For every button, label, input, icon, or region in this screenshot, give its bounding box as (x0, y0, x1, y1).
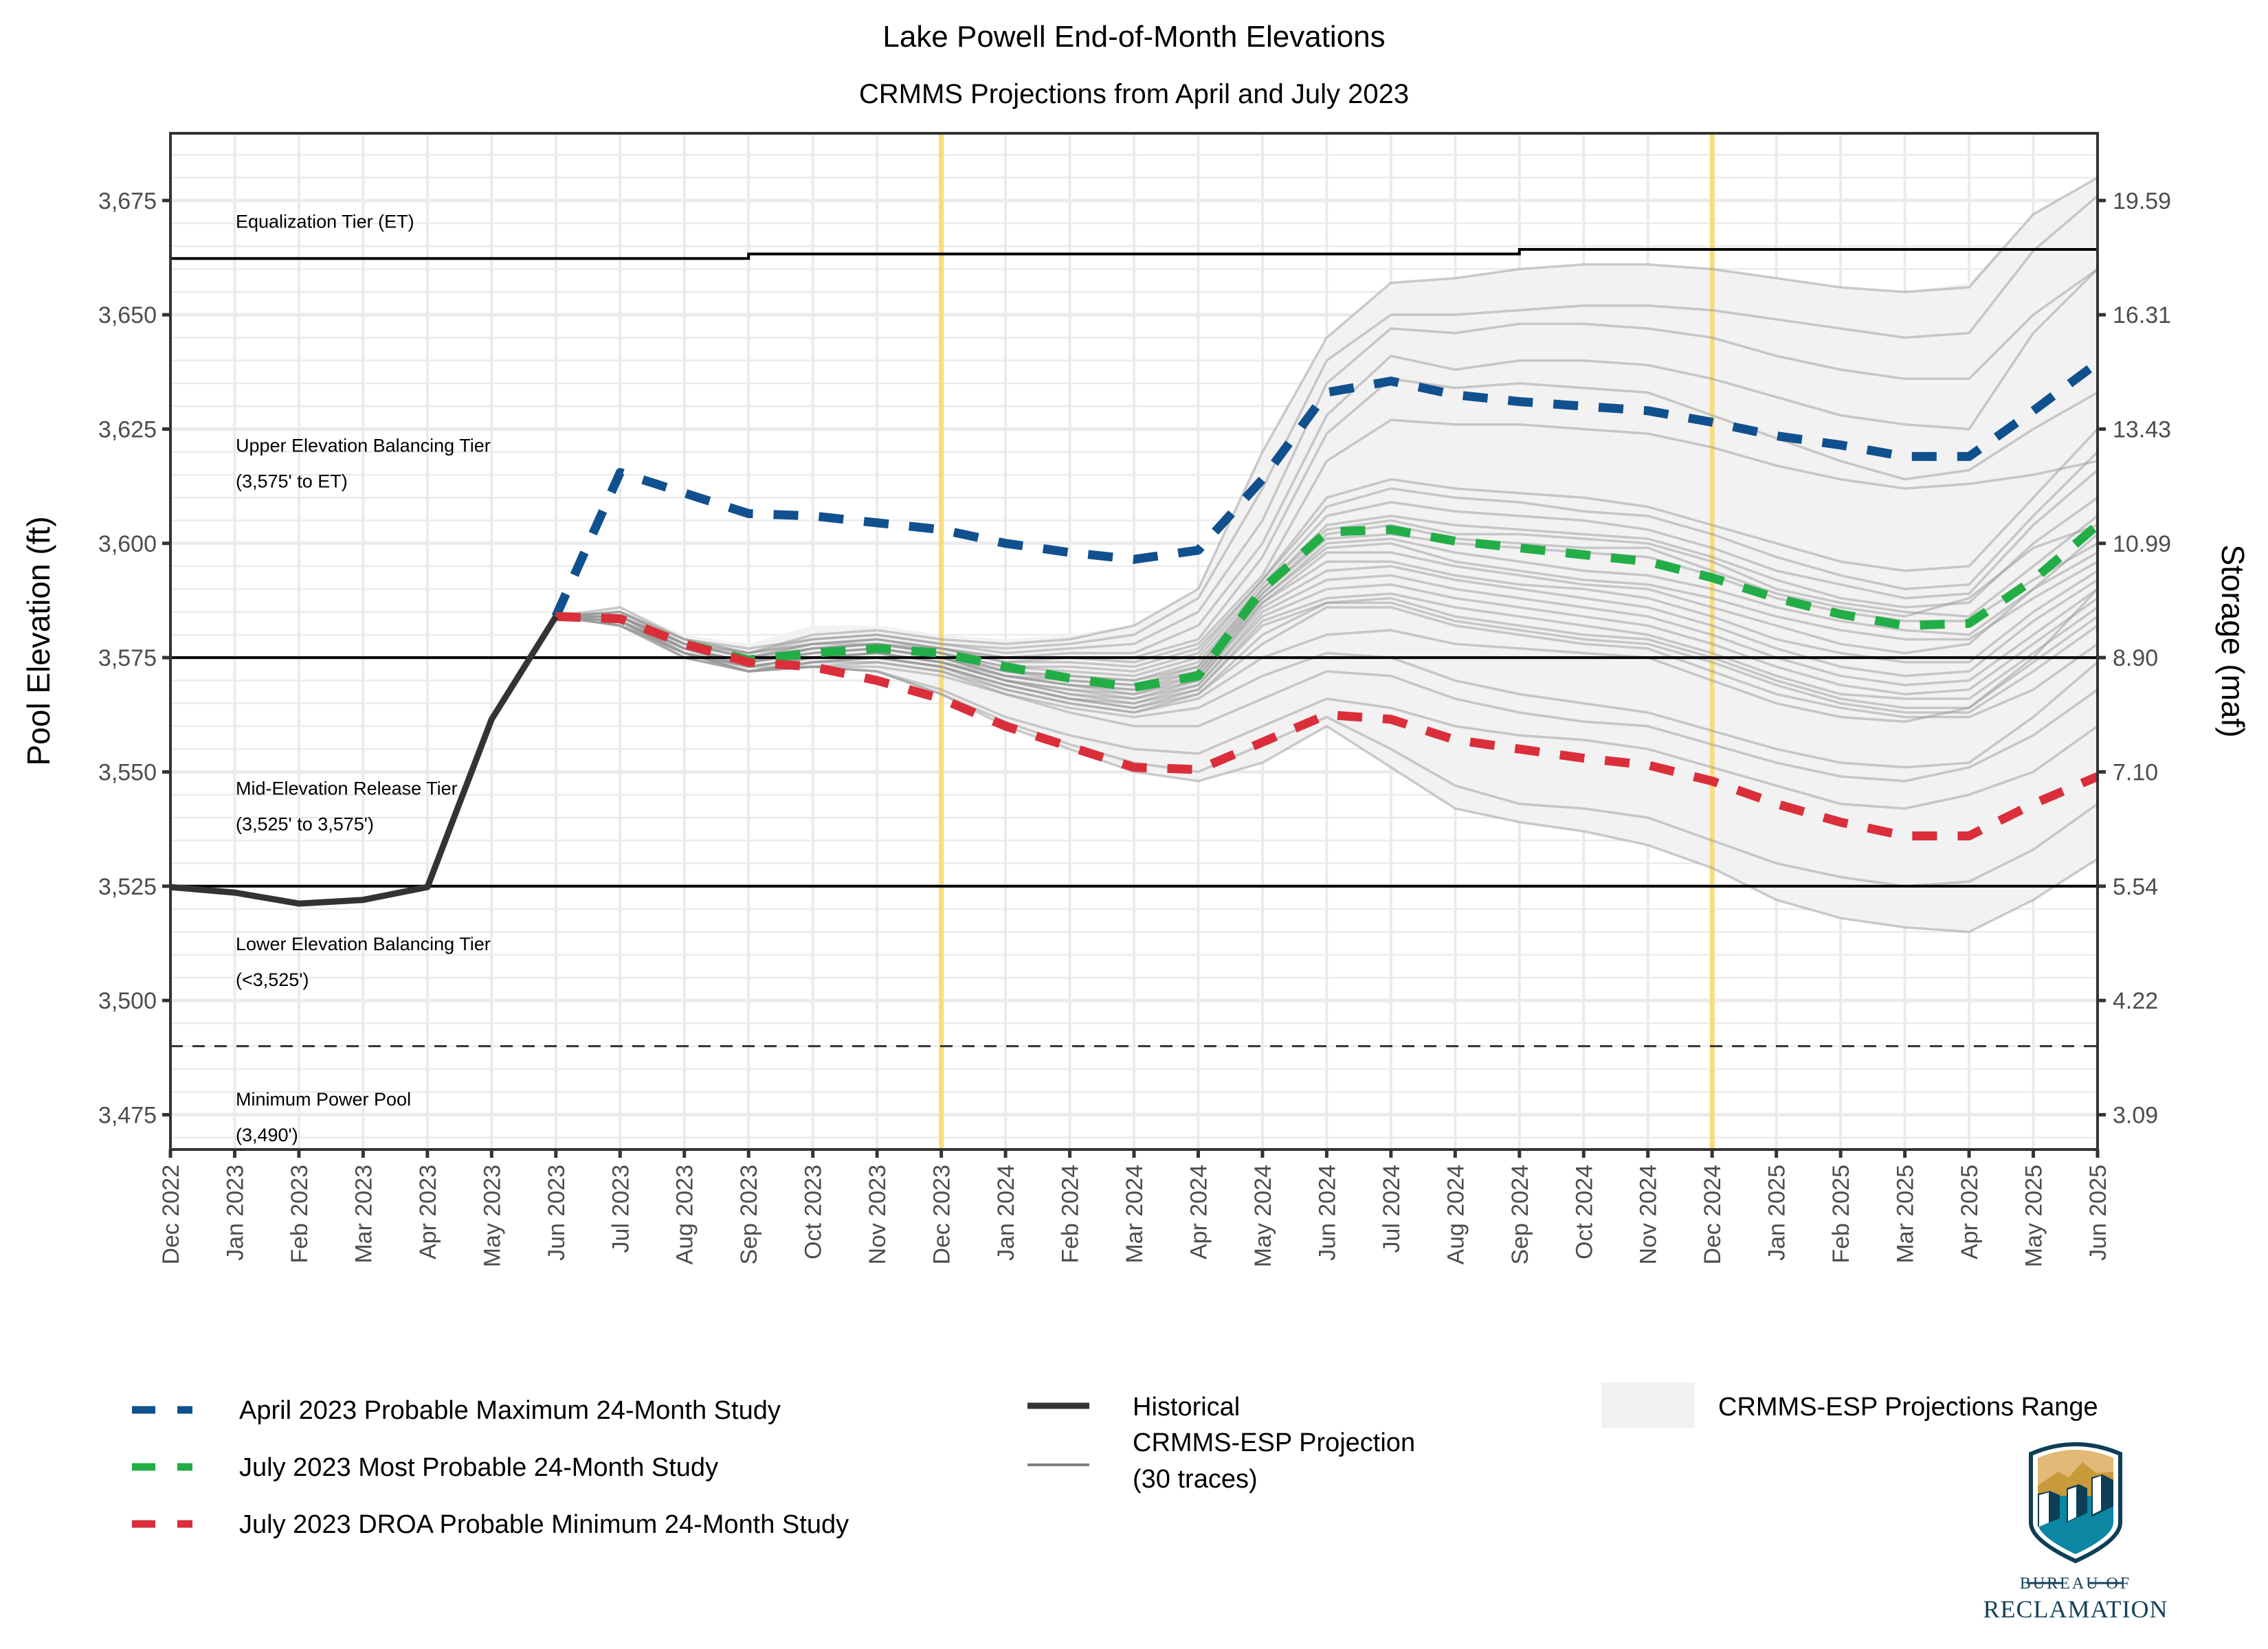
esp-trace-25 (555, 588, 2099, 723)
july-most-probable-line (555, 521, 2101, 692)
esp-trace-3 (555, 268, 2099, 655)
x-tick-label: Apr 2024 (1186, 1165, 1212, 1259)
chart-subtitle: CRMMS Projections from April and July 20… (859, 79, 1409, 109)
x-tick-label: Jun 2025 (2085, 1165, 2111, 1261)
y-tick-label: 3,600 (98, 531, 157, 557)
y2-tick-label: 3.09 (2113, 1102, 2158, 1128)
y2-tick-label: 4.22 (2113, 988, 2158, 1014)
x-tick-label: Jan 2025 (1764, 1165, 1790, 1261)
y-tick-label: 3,500 (98, 988, 157, 1014)
y-tick-label: 3,525 (98, 874, 157, 900)
x-tick-label: Feb 2023 (287, 1165, 313, 1264)
x-tick-label: Jul 2023 (608, 1165, 634, 1253)
legend-label: April 2023 Probable Maximum 24-Month Stu… (239, 1396, 781, 1425)
x-tick-label: Feb 2025 (1828, 1165, 1854, 1264)
tier-label: Lower Elevation Balancing Tier (236, 934, 491, 954)
x-tick-label: May 2023 (479, 1165, 505, 1267)
x-tick-label: Apr 2025 (1957, 1165, 1983, 1259)
plot-panel: Equalization Tier (ET) Upper Elevation Ba… (169, 132, 2101, 1151)
y-tick-label: 3,475 (98, 1102, 157, 1128)
tier-label: Mid-Elevation Release Tier (236, 778, 458, 799)
y-tick-label: 3,675 (98, 188, 157, 214)
logo-cliff-faces (2039, 1476, 2101, 1527)
x-tick-label: May 2025 (2021, 1165, 2047, 1267)
x-tick-label: Jun 2023 (544, 1165, 570, 1261)
x-tick-label: Nov 2024 (1636, 1165, 1662, 1265)
y2-tick-label: 13.43 (2113, 416, 2171, 442)
x-axis: Dec 2022 Jan 2023 Feb 2023 Mar 2023 Apr 2023… (158, 1149, 2111, 1267)
x-tick-label: Sep 2023 (736, 1165, 762, 1265)
x-tick-label: Jan 2023 (222, 1165, 248, 1261)
tier-label: (3,575' to ET) (236, 471, 348, 492)
logo-line2: RECLAMATION (1983, 1595, 2168, 1623)
y-axis-left: 3,475 3,500 3,525 3,550 3,575 3,600 3,625 3,650… (98, 188, 170, 1128)
y2-tick-label: 7.10 (2113, 759, 2158, 785)
legend-label: Historical (1133, 1393, 1240, 1422)
y2-axis-title: Storage (maf) (2215, 544, 2251, 737)
x-tick-label: Mar 2024 (1122, 1165, 1148, 1264)
y2-tick-label: 5.54 (2113, 874, 2158, 900)
x-tick-label: Dec 2024 (1700, 1165, 1726, 1265)
july-probable-min-line (555, 612, 2100, 841)
legend-label: July 2023 Most Probable 24-Month Study (239, 1453, 718, 1482)
historical-line (170, 614, 559, 907)
x-tick-label: Oct 2024 (1571, 1165, 1597, 1259)
x-tick-label: Mar 2025 (1893, 1165, 1919, 1264)
tier-label: (<3,525') (236, 969, 309, 990)
x-tick-label: Aug 2023 (672, 1165, 698, 1265)
x-tick-label: Apr 2023 (415, 1165, 441, 1259)
y-axis-right: 3.09 4.22 5.54 7.10 8.90 10.99 13.43 16.31 19.59 (2098, 188, 2171, 1128)
tier-label: (3,525' to 3,575') (236, 814, 374, 835)
bureau-of-reclamation-logo: BUREAU OF RECLAMATION (1983, 1442, 2168, 1623)
x-tick-label: Dec 2022 (158, 1165, 184, 1265)
esp-trace-1 (555, 176, 2098, 655)
x-tick-label: Jun 2024 (1314, 1165, 1340, 1261)
x-tick-label: Feb 2024 (1058, 1165, 1084, 1264)
esp-trace-15 (555, 542, 2098, 691)
esp-trace-30 (555, 615, 2098, 934)
x-tick-label: Nov 2023 (865, 1165, 891, 1265)
y-tick-label: 3,575 (98, 645, 157, 671)
y2-tick-label: 8.90 (2113, 645, 2158, 671)
tier-label: (3,490') (236, 1125, 298, 1145)
x-tick-label: Sep 2024 (1507, 1165, 1533, 1265)
logo-line1: BUREAU OF (2020, 1575, 2131, 1593)
tier-label: Upper Elevation Balancing Tier (236, 436, 491, 456)
legend-label: July 2023 DROA Probable Minimum 24-Month… (239, 1510, 849, 1539)
y2-tick-label: 10.99 (2113, 531, 2171, 557)
legend-key-range (1601, 1382, 1695, 1428)
y-axis-title: Pool Elevation (ft) (21, 516, 56, 765)
tier-label: Equalization Tier (ET) (236, 212, 414, 232)
legend: April 2023 Probable Maximum 24-Month Stu… (132, 1382, 2098, 1539)
y-tick-label: 3,550 (98, 759, 157, 785)
legend-label: CRMMS-ESP Projection (1133, 1428, 1415, 1457)
x-tick-label: Jul 2024 (1379, 1165, 1405, 1253)
esp-trace-11 (555, 515, 2099, 682)
x-tick-label: Dec 2023 (929, 1165, 955, 1265)
x-tick-label: Oct 2023 (801, 1165, 827, 1259)
tier-label: Minimum Power Pool (236, 1089, 411, 1110)
x-tick-label: May 2024 (1250, 1165, 1276, 1267)
chart-title: Lake Powell End-of-Month Elevations (882, 20, 1385, 54)
april-probable-max-line (551, 359, 2100, 618)
esp-trace-7 (555, 428, 2099, 669)
x-tick-label: Aug 2024 (1443, 1165, 1469, 1265)
legend-label: CRMMS-ESP Projections Range (1718, 1393, 2098, 1422)
y-tick-label: 3,650 (98, 302, 157, 328)
y2-tick-label: 16.31 (2113, 302, 2171, 328)
y2-tick-label: 19.59 (2113, 188, 2171, 214)
x-tick-label: Mar 2023 (351, 1165, 377, 1264)
y-tick-label: 3,625 (98, 416, 157, 442)
x-tick-label: Jan 2024 (993, 1165, 1019, 1261)
legend-label: (30 traces) (1133, 1465, 1258, 1494)
equalization-tier-line (170, 247, 2098, 260)
